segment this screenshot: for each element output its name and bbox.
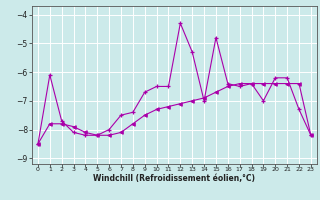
X-axis label: Windchill (Refroidissement éolien,°C): Windchill (Refroidissement éolien,°C) bbox=[93, 174, 255, 183]
